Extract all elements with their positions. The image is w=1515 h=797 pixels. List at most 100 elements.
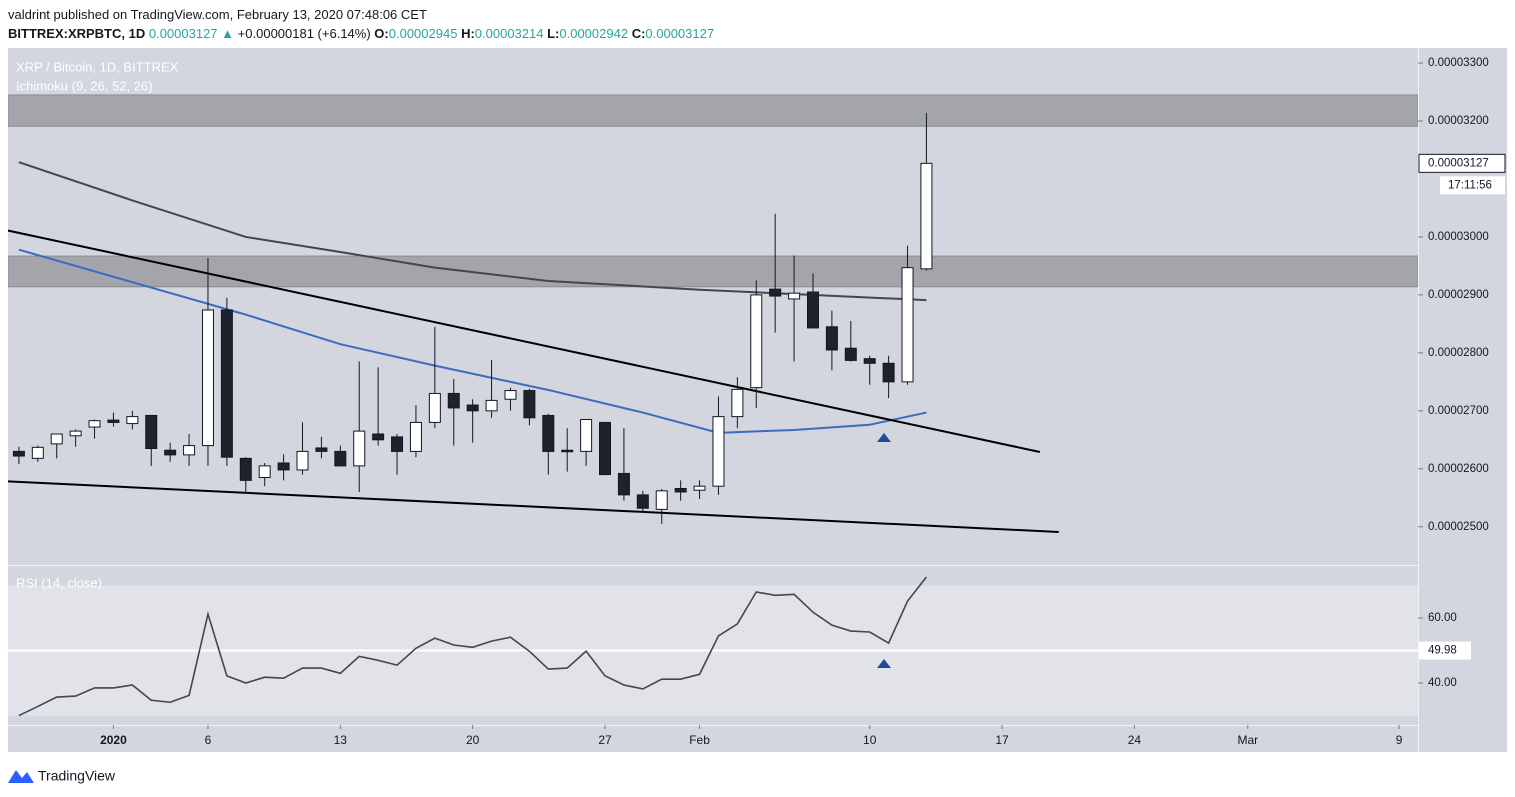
candle-body bbox=[315, 447, 328, 452]
candle-body bbox=[769, 288, 782, 297]
candle-body bbox=[239, 457, 252, 481]
y-tick-label: 0.00002500 bbox=[1428, 521, 1489, 533]
close: 0.00003127 bbox=[645, 26, 715, 41]
y-tick-label: 0.00003200 bbox=[1428, 115, 1489, 127]
x-tick-label: 17 bbox=[995, 733, 1009, 747]
y-tick-label: 0.00003000 bbox=[1428, 231, 1489, 243]
c-label: C: bbox=[631, 26, 646, 41]
candle-body bbox=[201, 309, 214, 447]
countdown: 17:11:56 bbox=[1448, 179, 1492, 191]
candle-body bbox=[183, 445, 196, 456]
x-tick-label: 13 bbox=[334, 733, 348, 747]
low: 0.00002942 bbox=[559, 26, 629, 41]
candle-body bbox=[145, 414, 158, 450]
last: 0.00003127 bbox=[148, 26, 218, 41]
l-label: L: bbox=[547, 26, 560, 41]
candle-body bbox=[580, 419, 593, 452]
price-badge bbox=[1418, 153, 1506, 173]
header: valdrint published on TradingView.com, F… bbox=[8, 5, 714, 43]
candle-body bbox=[674, 487, 687, 493]
x-tick-label: 10 bbox=[863, 733, 877, 747]
trendline bbox=[8, 480, 1059, 533]
candle-body bbox=[750, 294, 763, 389]
symbol: BITTREX:XRPBTC, 1D bbox=[8, 26, 146, 41]
candle-body bbox=[523, 390, 536, 419]
o-label: O: bbox=[374, 26, 389, 41]
axes: 2020 6 13 20 27 Feb 10 17 24 Mar 9 0.00003300 0.0000… bbox=[100, 57, 1506, 747]
chart-title: XRP / Bitcoin, 1D, BITTREX bbox=[16, 59, 179, 74]
candle-body bbox=[863, 358, 876, 364]
y-tick-label: 0.00002600 bbox=[1428, 463, 1489, 475]
rsi-line bbox=[18, 576, 928, 717]
h-label: H: bbox=[461, 26, 475, 41]
x-tick-label: 20 bbox=[466, 733, 480, 747]
open: 0.00002945 bbox=[388, 26, 458, 41]
candle-body bbox=[901, 267, 914, 383]
rsi-pane bbox=[8, 576, 1418, 717]
y-tick-label: 60.00 bbox=[1428, 612, 1457, 624]
change: +0.00000181 (+6.14%) bbox=[237, 26, 371, 41]
candle-body bbox=[655, 490, 668, 510]
candle-body bbox=[12, 450, 25, 457]
candle-body bbox=[466, 404, 479, 412]
candle-body bbox=[731, 388, 744, 418]
candle-body bbox=[258, 465, 271, 478]
candle-body bbox=[617, 472, 630, 496]
indicator-line bbox=[18, 161, 927, 302]
candle-body bbox=[485, 399, 498, 412]
brand: TradingView bbox=[38, 768, 116, 784]
candle-body bbox=[920, 162, 933, 270]
candle-body bbox=[107, 419, 120, 423]
candle-body bbox=[353, 430, 366, 467]
separator bbox=[8, 565, 1418, 566]
separator bbox=[8, 725, 1418, 726]
candle-body bbox=[825, 326, 838, 351]
publish-line: valdrint published on TradingView.com, F… bbox=[8, 7, 427, 22]
candle-body bbox=[31, 446, 44, 459]
candle-body bbox=[277, 462, 290, 471]
y-tick-label: 0.00002700 bbox=[1428, 405, 1489, 417]
candle-body bbox=[882, 362, 895, 383]
logo: TradingView bbox=[8, 768, 116, 784]
indicator-title: Ichimoku (9, 26, 52, 26) bbox=[16, 78, 153, 93]
candle-body bbox=[542, 414, 555, 452]
candle-body bbox=[126, 416, 139, 425]
rsi-badge-label: 49.98 bbox=[1428, 645, 1457, 657]
separator bbox=[1418, 48, 1419, 752]
x-tick-label: 2020 bbox=[100, 733, 127, 747]
candle-body bbox=[296, 450, 309, 471]
candle-body bbox=[636, 494, 649, 509]
signal-arrow bbox=[877, 659, 891, 668]
y-tick-label: 0.00002900 bbox=[1428, 289, 1489, 301]
candle-body bbox=[806, 291, 819, 329]
candle-body bbox=[447, 392, 460, 409]
x-tick-label: 6 bbox=[205, 733, 212, 747]
price-pane bbox=[8, 94, 1418, 533]
y-tick-label: 40.00 bbox=[1428, 677, 1457, 689]
arrow: ▲ bbox=[221, 26, 235, 41]
candle-body bbox=[428, 392, 441, 423]
candle-body bbox=[50, 433, 63, 445]
trendline bbox=[8, 229, 1041, 453]
x-tick-label: 9 bbox=[1396, 733, 1403, 747]
candle-body bbox=[88, 420, 101, 428]
y-tick-label: 0.00003300 bbox=[1428, 57, 1489, 69]
price-badge-label: 0.00003127 bbox=[1428, 157, 1489, 169]
rsi-badge bbox=[1419, 641, 1471, 660]
candle-body bbox=[504, 390, 517, 400]
candle-body bbox=[220, 309, 233, 458]
logo-icon bbox=[8, 770, 34, 783]
candle-body bbox=[334, 450, 347, 467]
symbol-line: BITTREX:XRPBTC, 1D 0.00003127 ▲ +0.00000… bbox=[8, 24, 714, 43]
zone bbox=[8, 94, 1418, 127]
candle-body bbox=[844, 347, 857, 361]
x-tick-label: 27 bbox=[598, 733, 612, 747]
candle-body bbox=[164, 449, 177, 456]
zone bbox=[8, 255, 1418, 288]
countdown-badge bbox=[1440, 176, 1505, 195]
candle-body bbox=[693, 485, 706, 491]
x-tick-label: Feb bbox=[689, 733, 710, 747]
y-tick-label: 0.00002800 bbox=[1428, 347, 1489, 359]
